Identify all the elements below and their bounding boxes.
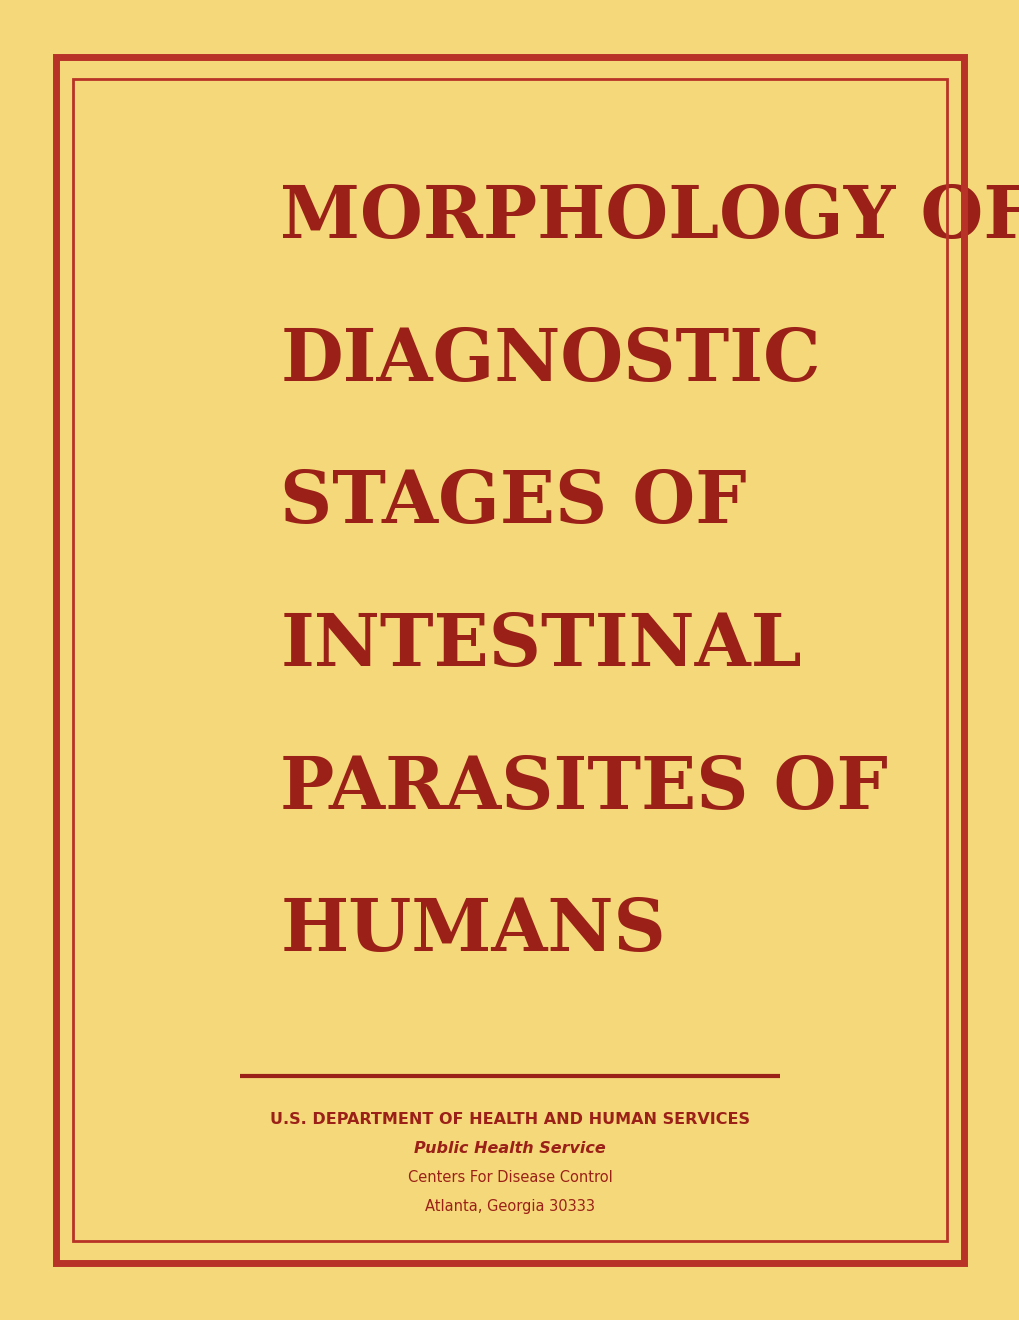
Text: STAGES OF: STAGES OF: [280, 467, 746, 539]
Text: MORPHOLOGY OF: MORPHOLOGY OF: [280, 182, 1019, 253]
Text: PARASITES OF: PARASITES OF: [280, 752, 888, 824]
Bar: [56, 57, 963, 1263]
Bar: [73, 79, 946, 1241]
Text: DIAGNOSTIC: DIAGNOSTIC: [280, 325, 820, 396]
Text: Public Health Service: Public Health Service: [414, 1140, 605, 1156]
Text: U.S. DEPARTMENT OF HEALTH AND HUMAN SERVICES: U.S. DEPARTMENT OF HEALTH AND HUMAN SERV…: [270, 1111, 749, 1127]
Text: Atlanta, Georgia 30333: Atlanta, Georgia 30333: [425, 1199, 594, 1214]
Text: INTESTINAL: INTESTINAL: [280, 610, 801, 681]
Text: HUMANS: HUMANS: [280, 895, 665, 966]
Text: Centers For Disease Control: Centers For Disease Control: [408, 1170, 611, 1185]
